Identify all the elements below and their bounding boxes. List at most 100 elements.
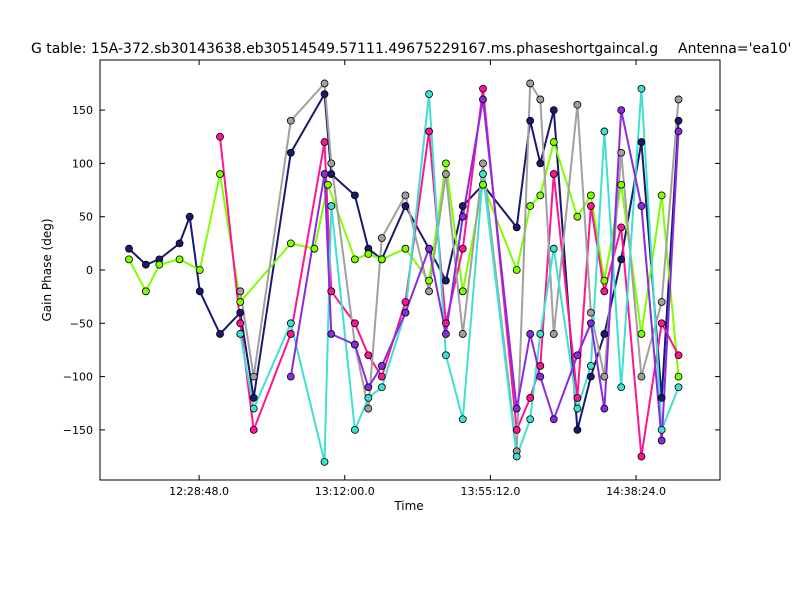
data-point-spw-f-1: [320, 170, 329, 178]
data-point-spw-f-0: [286, 372, 295, 381]
data-point-spw-a-7: [236, 308, 245, 317]
y-tick-label: 0: [86, 264, 93, 277]
data-point-spw-f-7: [425, 244, 433, 253]
data-point-spw-c-22: [637, 452, 646, 461]
data-point-spw-d-11: [458, 330, 467, 338]
data-point-spw-d-12: [479, 159, 487, 168]
data-point-spw-f-20: [657, 436, 666, 445]
data-point-spw-a-30: [674, 116, 683, 125]
data-point-spw-f-18: [617, 106, 626, 115]
data-point-spw-f-5: [377, 362, 386, 370]
data-point-spw-e-21: [637, 84, 646, 93]
ticks: 12:28:48.0 13:12:00.0 13:55:12.0 14:38:24.0…: [63, 60, 720, 498]
data-point-spw-b-18: [512, 266, 521, 274]
data-point-spw-f-6: [401, 308, 410, 317]
data-point-spw-b-24: [600, 276, 609, 285]
data-point-spw-a-20: [512, 223, 521, 232]
data-point-spw-a-3: [175, 239, 184, 248]
x-axis-label: Time: [393, 499, 423, 513]
data-point-spw-f-9: [458, 212, 467, 221]
data-point-spw-b-12: [377, 255, 386, 264]
data-point-spw-e-18: [586, 362, 595, 370]
data-point-spw-a-6: [216, 330, 224, 338]
data-point-spw-a-26: [600, 330, 609, 338]
y-tick-label: −150: [63, 424, 93, 437]
plot-area: [125, 79, 683, 466]
data-point-spw-c-20: [600, 287, 609, 296]
data-point-spw-c-18: [573, 394, 582, 402]
data-point-spw-c-2: [249, 425, 258, 434]
data-point-spw-b-23: [586, 191, 595, 200]
y-axis-label: Gain Phase (deg): [40, 218, 54, 321]
data-point-spw-b-9: [324, 180, 332, 189]
y-tick-label: 150: [72, 104, 93, 117]
data-point-spw-e-23: [674, 383, 683, 392]
data-point-spw-e-5: [350, 425, 359, 434]
data-point-spw-b-20: [536, 191, 545, 200]
data-point-spw-c-24: [674, 351, 683, 360]
data-point-spw-d-7: [377, 234, 386, 242]
y-tick-label: −50: [70, 317, 93, 330]
data-point-spw-d-23: [674, 95, 683, 104]
data-point-spw-f-15: [573, 351, 582, 360]
data-point-spw-d-1: [249, 372, 258, 381]
data-point-spw-a-18: [458, 202, 467, 210]
data-point-spw-b-4: [195, 266, 204, 274]
data-point-spw-b-3: [175, 255, 184, 264]
data-point-spw-a-21: [526, 116, 535, 125]
data-point-spw-d-18: [586, 308, 595, 317]
data-point-spw-a-1: [141, 260, 150, 269]
data-point-spw-f-8: [442, 330, 450, 338]
data-point-spw-b-0: [125, 255, 133, 264]
data-point-spw-f-10: [479, 95, 487, 104]
data-point-spw-a-15: [401, 202, 410, 210]
data-point-spw-d-9: [425, 287, 433, 296]
data-point-spw-c-17: [549, 170, 558, 178]
data-point-spw-b-21: [549, 138, 558, 146]
data-point-spw-c-7: [364, 351, 373, 360]
data-point-spw-d-19: [600, 372, 609, 381]
data-point-spw-e-0: [236, 330, 245, 338]
y-tick-label: 50: [79, 211, 93, 224]
data-point-spw-a-4: [185, 212, 194, 221]
data-point-spw-a-11: [327, 170, 336, 178]
data-point-spw-d-16: [549, 330, 558, 338]
x-tick-label: 13:12:00.0: [315, 485, 375, 498]
data-point-spw-e-6: [364, 394, 373, 402]
data-point-spw-e-14: [526, 415, 535, 424]
data-point-spw-e-4: [327, 202, 336, 210]
data-point-spw-d-6: [364, 404, 373, 413]
data-point-spw-f-16: [586, 319, 595, 328]
data-point-spw-f-4: [364, 383, 373, 392]
data-point-spw-d-15: [536, 95, 545, 104]
data-point-spw-e-17: [573, 404, 582, 413]
data-point-spw-c-10: [425, 127, 433, 136]
data-point-spw-b-16: [458, 287, 467, 296]
data-point-spw-c-16: [536, 362, 545, 370]
x-tick-label: 12:28:48.0: [169, 485, 229, 498]
data-point-spw-e-7: [377, 383, 386, 392]
series-line-spw-c: [219, 88, 680, 457]
data-point-spw-a-24: [573, 425, 582, 434]
data-point-spw-d-10: [442, 170, 450, 178]
data-point-spw-d-3: [320, 79, 329, 88]
data-point-spw-a-29: [657, 394, 666, 402]
data-point-spw-c-3: [286, 330, 295, 338]
data-point-spw-b-7: [286, 239, 295, 248]
data-point-spw-b-19: [526, 202, 535, 210]
data-point-spw-b-25: [617, 180, 626, 189]
data-point-spw-d-4: [327, 159, 336, 168]
data-point-spw-b-27: [657, 191, 666, 200]
data-point-spw-e-1: [249, 404, 258, 413]
data-point-spw-f-2: [327, 330, 336, 338]
data-point-spw-b-10: [350, 255, 359, 264]
data-point-spw-d-8: [401, 191, 410, 200]
data-point-spw-f-11: [512, 404, 521, 413]
data-point-spw-f-3: [350, 340, 359, 349]
data-point-spw-a-8: [249, 394, 258, 402]
data-point-spw-e-2: [286, 319, 295, 328]
data-point-spw-c-1: [236, 319, 245, 328]
data-point-spw-a-12: [350, 191, 359, 200]
data-point-spw-c-23: [657, 319, 666, 328]
data-point-spw-b-17: [479, 180, 487, 189]
